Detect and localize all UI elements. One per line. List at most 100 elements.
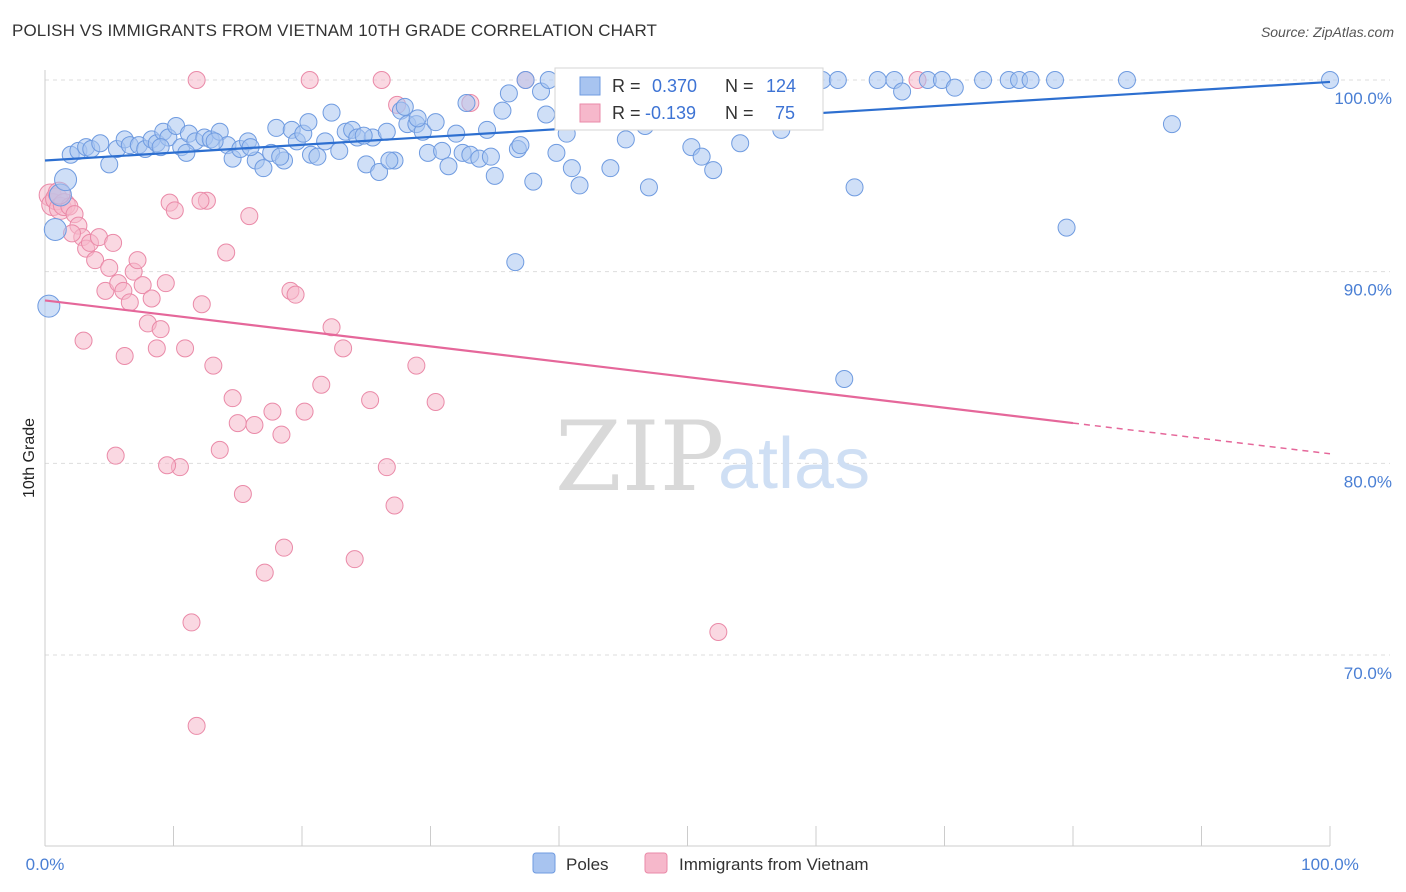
poles-point [370, 163, 389, 181]
poles-point [1046, 71, 1065, 89]
trend-line-vietnam [44, 299, 1074, 425]
watermark-atlas: atlas [718, 424, 870, 504]
poles-point [426, 113, 445, 132]
vietnam-point [312, 375, 331, 394]
poles-point [478, 120, 497, 139]
vietnam-point [385, 496, 404, 515]
vietnam-point [217, 243, 236, 262]
vietnam-point [120, 293, 139, 312]
poles-point [299, 113, 318, 132]
vietnam-point [151, 320, 170, 339]
stats-r-label-poles: R = [612, 76, 641, 96]
stats-swatch-poles [579, 76, 601, 96]
stats-n-value-poles: 124 [766, 76, 796, 96]
poles-point [570, 176, 589, 195]
legend-label-poles: Poles [566, 855, 609, 874]
poles-point [322, 103, 341, 122]
vietnam-point [322, 318, 341, 337]
stats-swatch-vietnam [579, 103, 601, 123]
poles-point [731, 134, 750, 153]
poles-point [433, 141, 452, 160]
poles-point [377, 122, 396, 141]
poles-point [868, 71, 887, 89]
poles-point [481, 147, 500, 166]
y-axis-tick-labels: 100.0% 90.0% 80.0% 70.0% [1334, 89, 1392, 683]
poles-point [601, 159, 620, 178]
poles-point [845, 178, 864, 197]
poles-point [692, 147, 711, 166]
stats-n-value-vietnam: 75 [775, 103, 795, 123]
legend-swatch-vietnam [644, 852, 668, 874]
vietnam-point [191, 191, 210, 210]
poles-point [54, 168, 78, 192]
vietnam-point [176, 339, 195, 358]
watermark-zip: ZIP [555, 401, 724, 513]
poles-point [316, 132, 335, 151]
vietnam-point [377, 458, 396, 477]
stats-n-label-poles: N = [725, 76, 754, 96]
poles-point [828, 71, 847, 89]
stats-r-value-poles: 0.370 [652, 76, 697, 96]
vietnam-point [210, 440, 229, 459]
poles-point [271, 147, 290, 166]
vietnam-point [133, 276, 152, 295]
watermark: ZIP atlas [555, 401, 870, 513]
vietnam-point [106, 446, 125, 465]
bottom-legend: Poles Immigrants from Vietnam [532, 852, 869, 874]
vietnam-point [245, 416, 264, 434]
y-tick-label-80: 80.0% [1344, 472, 1392, 491]
stats-legend: R = 0.370 N = 124 R = -0.139 N = 75 [554, 67, 824, 131]
poles-point [408, 109, 427, 128]
poles-point [439, 157, 458, 176]
vietnam-point [158, 456, 177, 475]
poles-point [516, 71, 535, 89]
vietnam-point [300, 71, 319, 89]
vietnam-point [100, 258, 119, 277]
legend-swatch-poles [532, 852, 556, 874]
y-axis-label: 10th Grade [21, 418, 38, 498]
source-label: Source: ZipAtlas.com [1260, 24, 1394, 40]
poles-point [308, 147, 327, 166]
poles-point [547, 143, 566, 162]
vietnam-point [255, 563, 274, 582]
x-tick-label-min: 0.0% [26, 855, 65, 874]
poles-point [457, 94, 476, 112]
poles-point [37, 294, 61, 318]
poles-point [1021, 71, 1040, 89]
x-tick-label-max: 100.0% [1301, 855, 1359, 874]
poles-point [704, 161, 723, 180]
poles-point [1162, 115, 1181, 134]
vietnam-point [165, 201, 184, 220]
y-tick-label-90: 90.0% [1344, 281, 1392, 300]
poles-point [1321, 71, 1339, 89]
poles-point [100, 155, 119, 174]
poles-point [835, 370, 854, 388]
poles-point [493, 101, 512, 120]
poles-point [945, 78, 964, 97]
vietnam-point [223, 389, 242, 408]
vietnam-point [334, 339, 353, 358]
poles-point [254, 159, 273, 178]
poles-point [893, 82, 912, 101]
y-tick-label-70: 70.0% [1344, 664, 1392, 683]
vietnam-point [709, 623, 728, 641]
vietnam-point [147, 339, 166, 358]
vietnam-point [187, 71, 206, 89]
poles-point [616, 130, 635, 149]
vietnam-point [263, 402, 282, 421]
poles-point [485, 166, 504, 185]
poles-point [1057, 218, 1076, 237]
poles-point [91, 134, 110, 153]
poles-point [506, 253, 525, 272]
vietnam-point [407, 356, 426, 375]
poles-point [395, 97, 414, 116]
vietnam-point [272, 425, 291, 444]
vietnam-point [86, 251, 105, 270]
stats-n-label-vietnam: N = [725, 103, 754, 123]
stats-r-label-vietnam: R = [612, 103, 641, 123]
poles-point [43, 218, 67, 241]
poles-point [380, 151, 399, 170]
poles-point [151, 138, 170, 157]
vietnam-point [361, 391, 380, 410]
